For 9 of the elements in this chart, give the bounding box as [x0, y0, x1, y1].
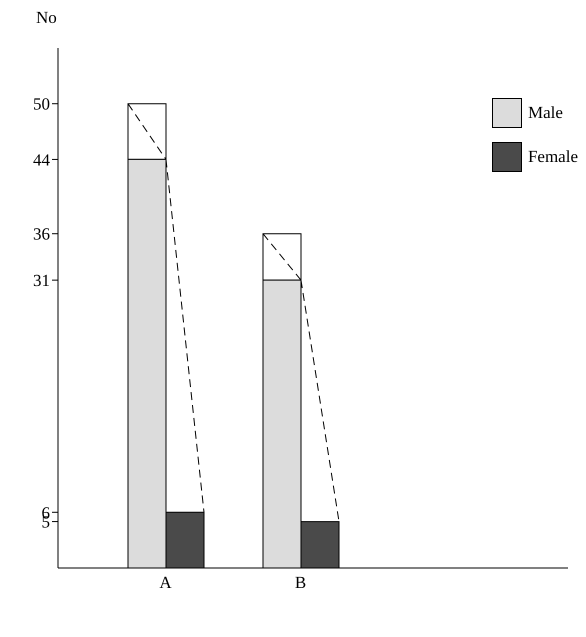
- x-tick-label: B: [294, 573, 306, 592]
- y-axis-title: No: [36, 8, 57, 28]
- legend-label: Female: [528, 147, 578, 167]
- x-tick-label: A: [159, 573, 172, 592]
- y-tick-label: 31: [33, 271, 50, 290]
- y-tick-label: 44: [33, 150, 50, 170]
- y-tick-label: 50: [33, 94, 50, 114]
- y-tick-label: 36: [33, 224, 50, 244]
- legend-label: Male: [528, 103, 563, 123]
